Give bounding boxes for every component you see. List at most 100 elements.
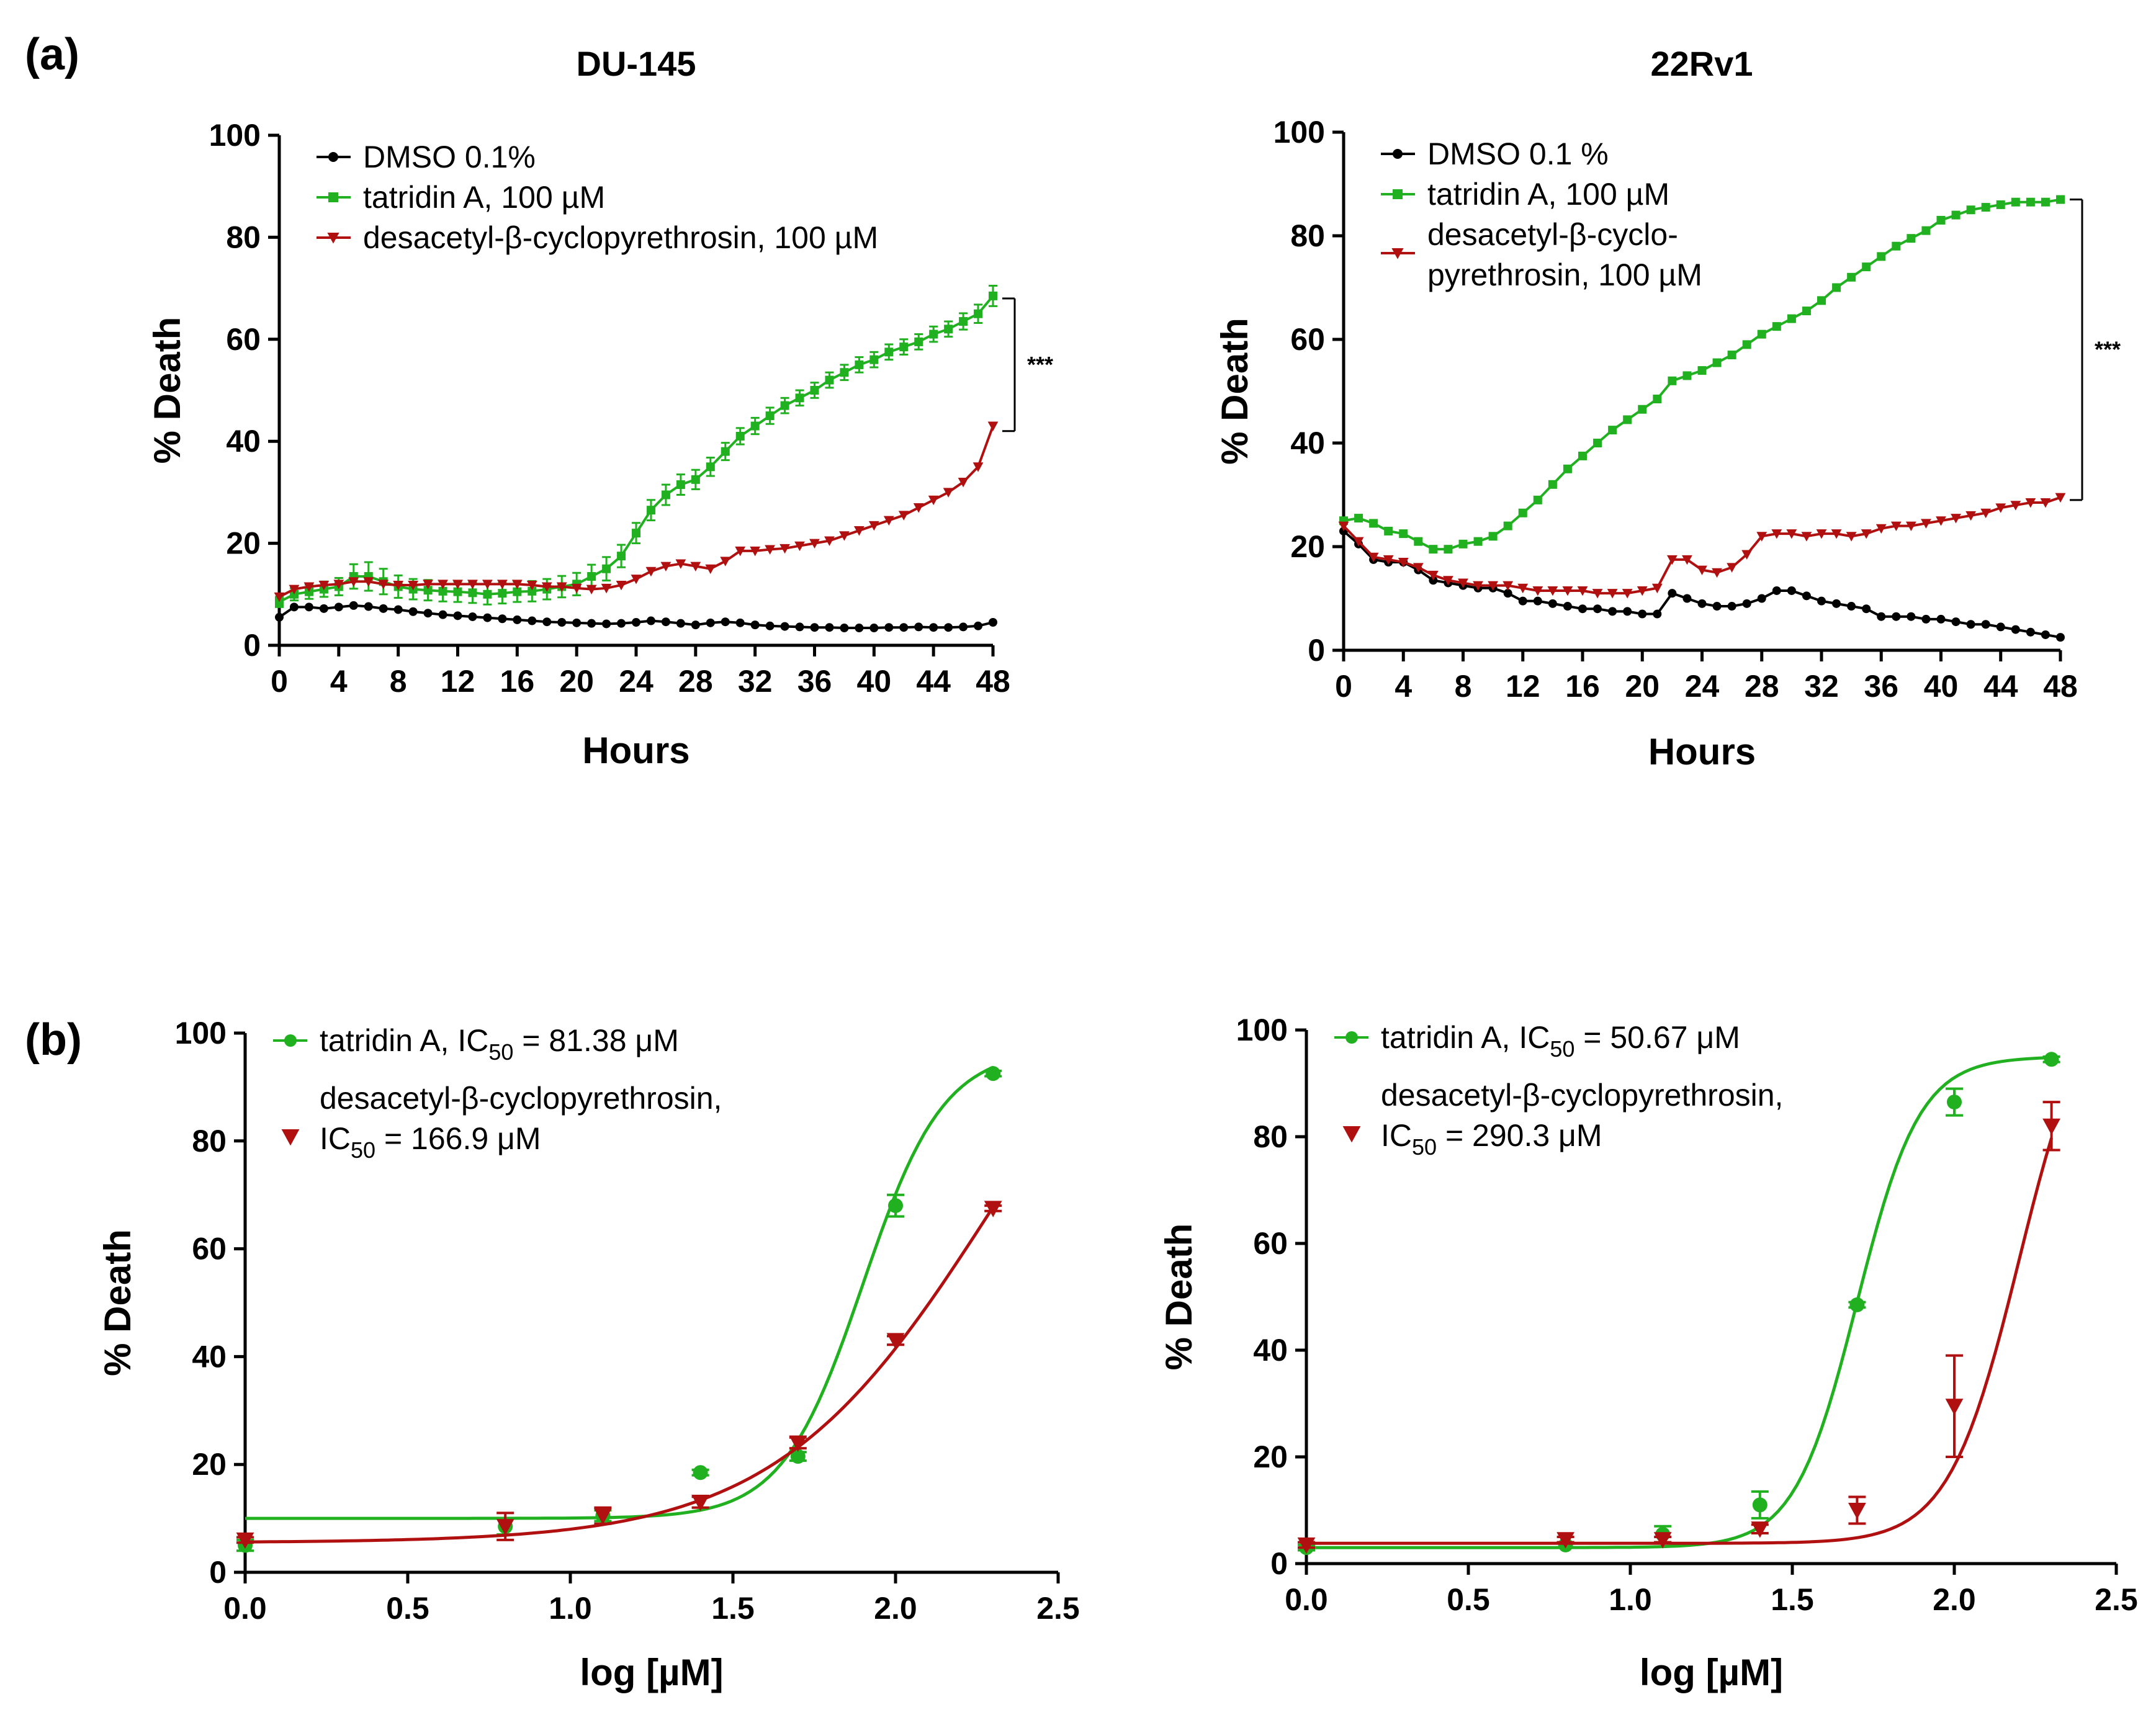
legend-label: desacetyl-β-cyclopyrethrosin,: [320, 1081, 722, 1116]
data-point: [721, 617, 730, 627]
data-point: [1503, 521, 1512, 531]
data-point: [989, 291, 997, 300]
data-point: [1354, 514, 1363, 523]
data-point: [810, 623, 819, 632]
data-point: [617, 619, 626, 628]
x-tick-label: 2.0: [874, 1591, 917, 1626]
data-point: [853, 526, 865, 536]
chart-title: 22Rv1: [1650, 44, 1753, 83]
data-point: [1751, 1521, 1769, 1538]
data-point: [1413, 563, 1424, 573]
y-tick-label: 0: [1308, 633, 1325, 668]
data-point: [913, 503, 924, 513]
data-point: [1921, 519, 1931, 529]
data-point: [974, 621, 983, 630]
data-point: [601, 583, 612, 594]
data-point: [1608, 426, 1617, 435]
legend-label: IC50 = 290.3 μM: [1381, 1118, 1602, 1160]
data-point: [1846, 532, 1857, 542]
data-point: [1862, 604, 1871, 614]
significance-label: ***: [2095, 337, 2121, 362]
data-point: [899, 343, 909, 352]
data-point: [631, 575, 642, 584]
x-tick-label: 24: [1685, 669, 1720, 704]
data-point: [1607, 589, 1618, 599]
data-point: [809, 539, 820, 549]
y-tick-label: 100: [209, 118, 261, 153]
x-tick-label: 32: [738, 664, 773, 699]
x-tick-label: 40: [1924, 669, 1959, 704]
data-point: [1429, 545, 1438, 554]
data-point: [1727, 563, 1738, 573]
data-point: [1682, 594, 1692, 603]
data-point: [423, 580, 433, 589]
data-point: [1936, 215, 1946, 225]
data-point: [1877, 252, 1886, 261]
data-point: [944, 623, 953, 632]
data-point: [1921, 614, 1931, 624]
data-point: [236, 1532, 254, 1549]
data-point: [1786, 529, 1797, 539]
data-point: [1877, 612, 1886, 621]
data-point: [1697, 599, 1707, 608]
data-point: [1518, 508, 1527, 517]
data-point: [1951, 514, 1961, 524]
y-tick-label: 0: [209, 1555, 227, 1590]
data-point: [1488, 532, 1498, 541]
data-point: [750, 546, 761, 557]
y-tick-label: 0: [243, 628, 261, 663]
data-point: [690, 562, 701, 571]
data-point: [959, 317, 968, 326]
data-point: [1353, 537, 1364, 547]
data-point: [453, 611, 462, 620]
data-point: [2010, 501, 2021, 511]
data-point: [706, 462, 715, 472]
data-point: [318, 581, 330, 591]
data-point: [1756, 532, 1767, 542]
data-point: [1502, 581, 1514, 591]
data-point: [632, 618, 640, 627]
fit-curve: [1306, 1137, 2053, 1545]
data-point: [884, 623, 894, 632]
data-point: [735, 431, 745, 441]
legend-marker: [281, 1129, 300, 1146]
data-point: [1383, 555, 1394, 565]
data-point: [691, 1495, 709, 1511]
legend-label: tatridin A, IC50 = 50.67 μM: [1381, 1020, 1740, 1062]
data-point: [840, 624, 849, 633]
data-point: [1712, 602, 1722, 611]
data-point: [795, 393, 804, 403]
data-point: [453, 587, 462, 596]
x-tick-label: 36: [797, 664, 832, 699]
data-point: [1503, 589, 1512, 598]
data-point: [987, 421, 999, 431]
data-point: [1577, 586, 1588, 596]
data-point: [1682, 371, 1692, 380]
data-point: [1951, 210, 1961, 220]
data-point: [1980, 508, 1992, 519]
data-point: [1712, 568, 1722, 578]
data-point: [571, 583, 582, 594]
data-point: [840, 368, 849, 377]
data-point: [1697, 366, 1707, 375]
data-point: [423, 586, 433, 595]
data-point: [602, 564, 611, 573]
data-point: [1593, 439, 1602, 447]
data-point: [1965, 511, 1977, 521]
data-point: [1399, 529, 1408, 539]
data-point: [1338, 521, 1349, 531]
data-point: [750, 421, 760, 431]
legend-marker: [327, 233, 339, 244]
x-tick-label: 0: [1335, 669, 1352, 704]
data-point: [868, 521, 879, 531]
significance-label: ***: [1027, 352, 1053, 377]
data-point: [498, 614, 507, 624]
data-point: [393, 581, 404, 591]
data-point: [304, 602, 313, 612]
data-point: [616, 581, 627, 591]
x-tick-label: 20: [1625, 669, 1660, 704]
data-point: [1905, 521, 1916, 531]
data-point: [1593, 604, 1602, 614]
data-point: [974, 309, 983, 318]
